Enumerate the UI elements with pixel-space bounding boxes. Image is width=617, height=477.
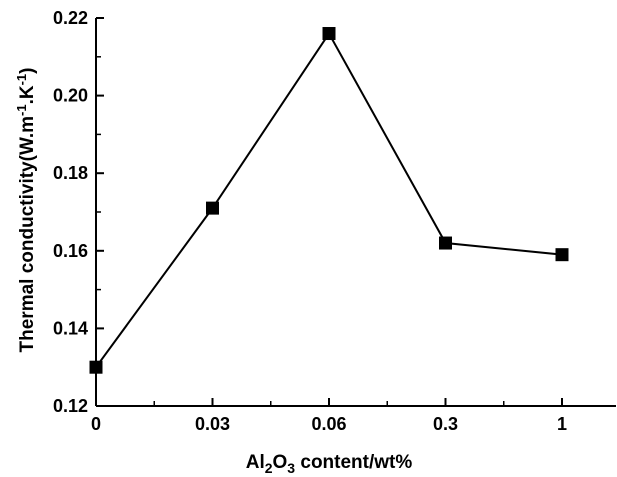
x-axis-ticks: 0 0.03 0.06 0.3 1 bbox=[91, 398, 567, 434]
data-point-marker bbox=[555, 248, 569, 262]
y-tick-label: 0.18 bbox=[53, 163, 88, 183]
x-axis-title: Al2O3 content/wt% bbox=[246, 452, 413, 476]
data-point-marker bbox=[439, 236, 452, 250]
plot-frame bbox=[95, 18, 616, 407]
y-tick-label: 0.16 bbox=[53, 241, 88, 261]
y-tick-label: 0.12 bbox=[53, 396, 88, 416]
y-tick-label: 0.14 bbox=[53, 318, 88, 338]
y-tick-label: 0.22 bbox=[53, 8, 88, 28]
data-point-marker bbox=[89, 360, 103, 374]
x-tick-label: 1 bbox=[557, 414, 567, 434]
x-tick-label: 0.03 bbox=[195, 414, 230, 434]
x-tick-label: 0.06 bbox=[311, 414, 346, 434]
data-line bbox=[95, 31, 563, 368]
x-tick-label: 0.3 bbox=[433, 414, 458, 434]
y-axis-ticks: 0.12 0.14 0.16 0.18 0.20 0.22 bbox=[53, 8, 104, 416]
data-point-marker bbox=[206, 201, 219, 215]
y-axis-title: Thermal conductivity(W.m-1.K-1) bbox=[14, 68, 38, 353]
data-point-marker bbox=[322, 27, 336, 41]
series-markers bbox=[89, 27, 569, 374]
series-line bbox=[95, 31, 563, 368]
y-tick-label: 0.20 bbox=[53, 86, 88, 106]
x-tick-label: 0 bbox=[91, 414, 101, 434]
